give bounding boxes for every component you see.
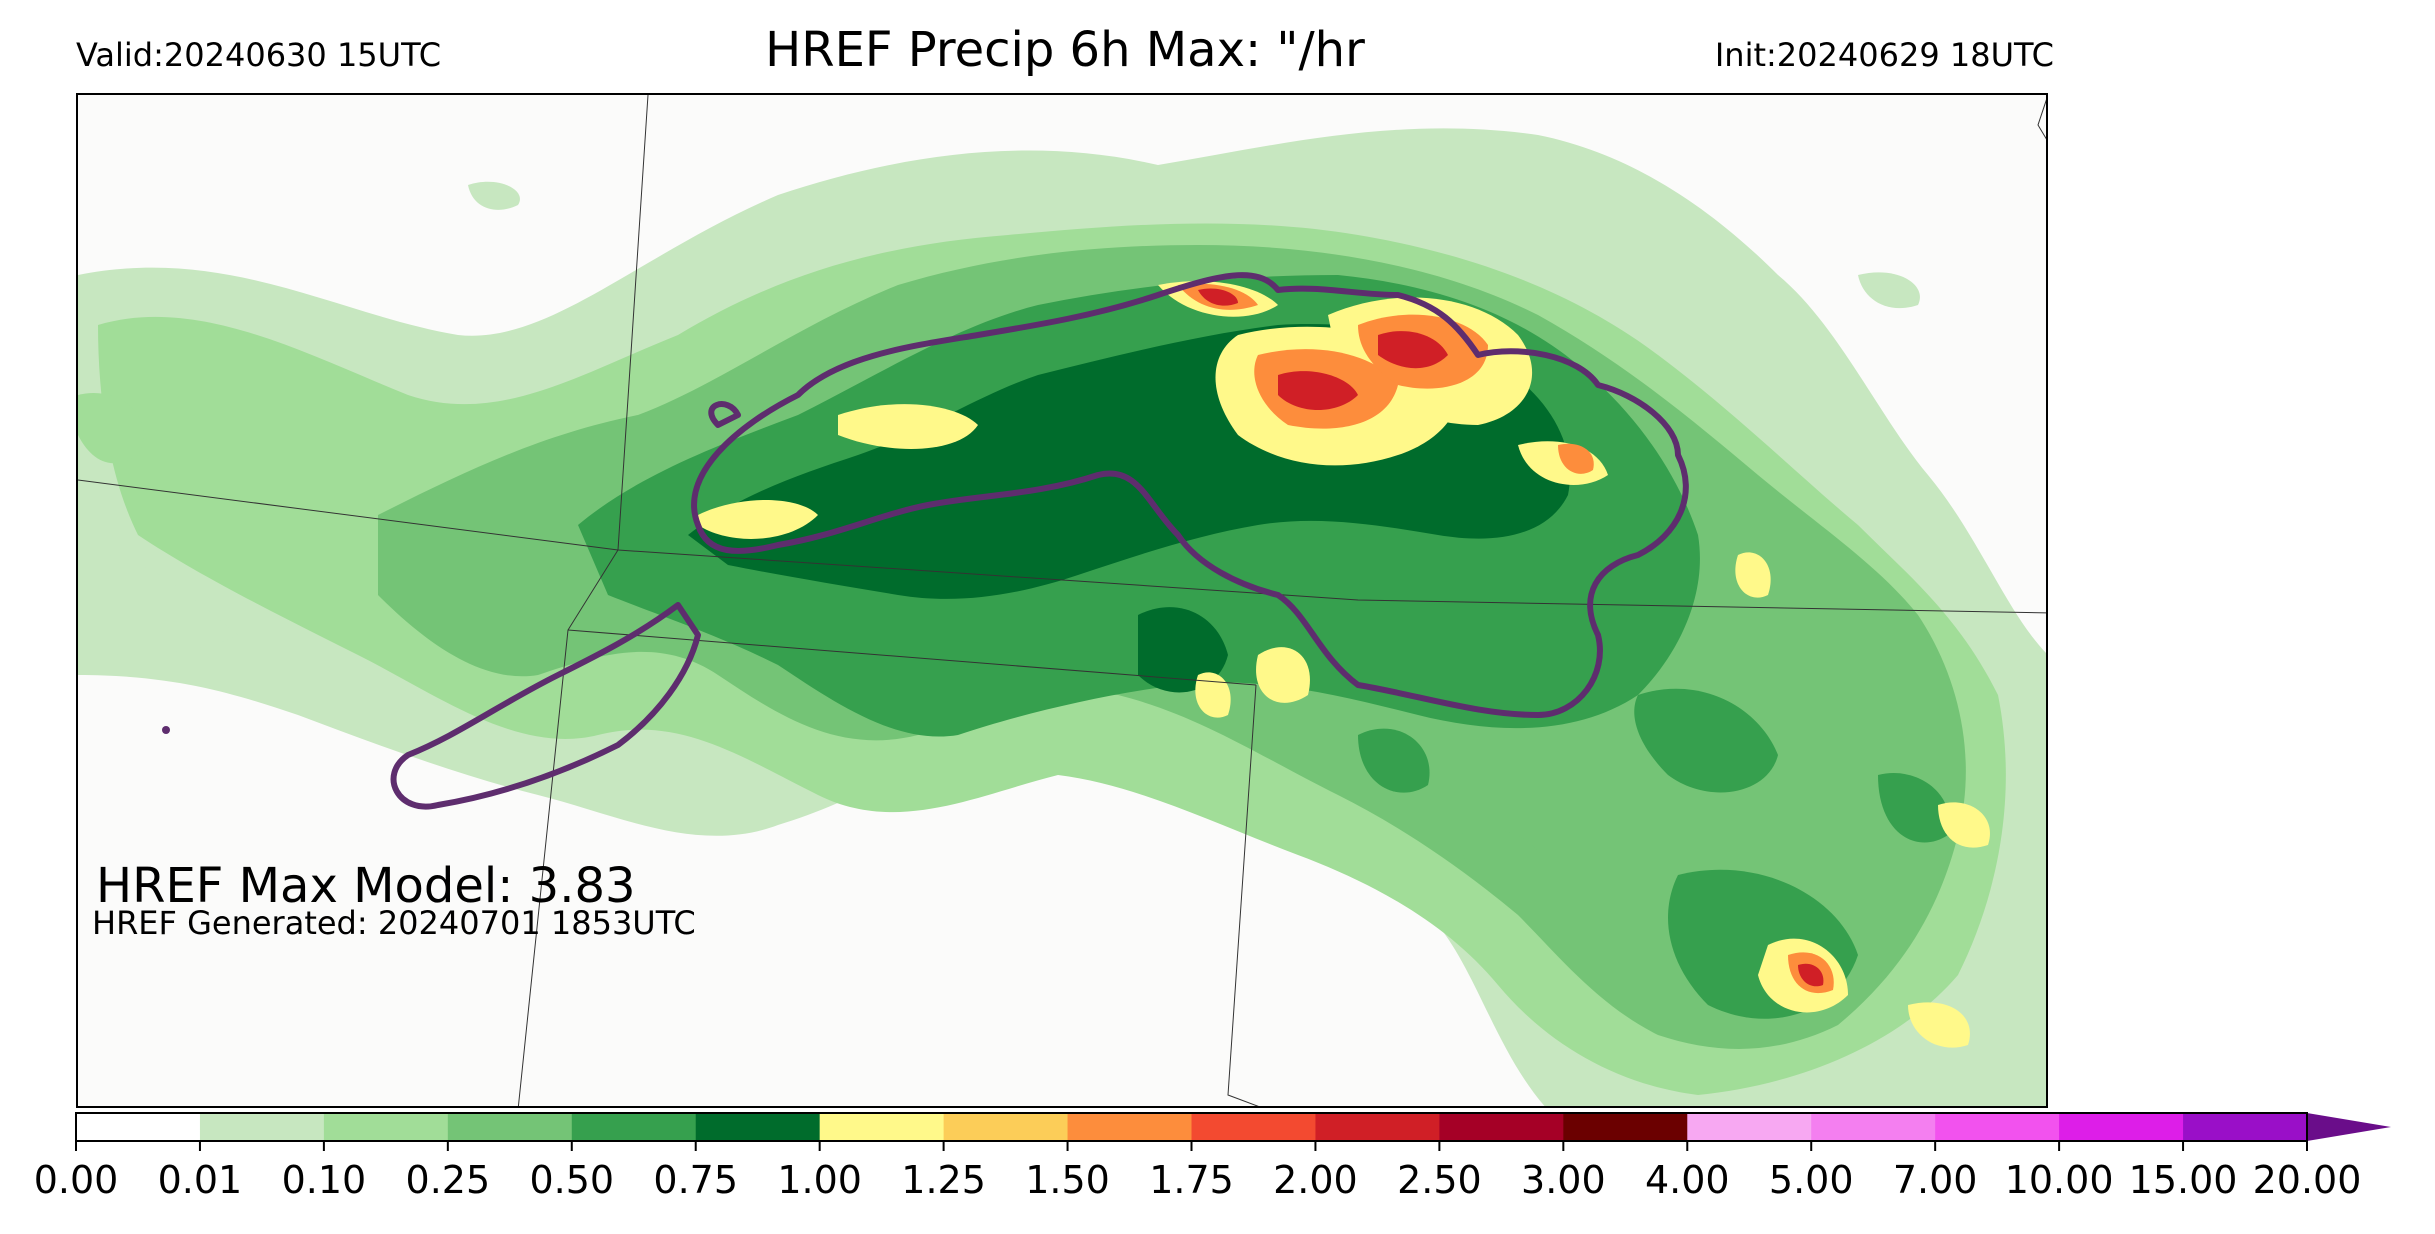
colorbar-ticks: 0.00 0.01 0.10 0.25 0.50 0.75 1.00 1.25 1.50 1.75…	[34, 1141, 2362, 1202]
colorbar-swatch	[819, 1113, 945, 1141]
colorbar-tick-label: 0.00	[34, 1158, 119, 1202]
colorbar-tick-label: 4.00	[1645, 1158, 1730, 1202]
colorbar-tick-label: 20.00	[2253, 1158, 2362, 1202]
colorbar-tick-label: 3.00	[1521, 1158, 1606, 1202]
precip-map	[76, 93, 2048, 1108]
colorbar-swatch	[1687, 1113, 1812, 1141]
colorbar-swatch	[1191, 1113, 1316, 1141]
map-title: HREF Precip 6h Max: "/hr	[765, 22, 1365, 78]
colorbar-tick-label: 0.10	[282, 1158, 367, 1202]
colorbar-swatch	[447, 1113, 573, 1141]
max-model-label: HREF Max Model: 3.83	[96, 858, 636, 914]
colorbar-swatch	[2059, 1113, 2184, 1141]
purple-dot	[162, 726, 170, 734]
colorbar-swatch	[76, 1113, 201, 1141]
colorbar-tick-label: 1.50	[1025, 1158, 1110, 1202]
precip-map-svg	[78, 95, 2046, 1106]
colorbar-tick-label: 15.00	[2129, 1158, 2238, 1202]
state-boundaries	[78, 95, 2046, 1106]
colorbar-tick-label: 1.75	[1149, 1158, 1234, 1202]
colorbar-tick-label: 2.00	[1273, 1158, 1358, 1202]
colorbar-swatch	[571, 1113, 697, 1141]
colorbar-tick-label: 0.50	[529, 1158, 614, 1202]
colorbar-tick-label: 1.25	[901, 1158, 986, 1202]
colorbar-tick-label: 0.01	[158, 1158, 243, 1202]
generated-label: HREF Generated: 20240701 1853UTC	[92, 904, 696, 942]
colorbar-tick-label: 1.00	[777, 1158, 862, 1202]
colorbar-tick-label: 5.00	[1769, 1158, 1854, 1202]
colorbar-swatch	[943, 1113, 1069, 1141]
colorbar-swatch	[199, 1113, 325, 1141]
colorbar-swatch	[1439, 1113, 1564, 1141]
colorbar-tick-label: 7.00	[1893, 1158, 1978, 1202]
ensemble-contour	[390, 272, 1689, 810]
colorbar-swatch	[323, 1113, 449, 1141]
colorbar-tick-label: 2.50	[1397, 1158, 1482, 1202]
colorbar-swatch	[1811, 1113, 1936, 1141]
colorbar-tick-label: 10.00	[2005, 1158, 2114, 1202]
valid-time-label: Valid:20240630 15UTC	[76, 36, 442, 74]
colorbar-tick-label: 0.25	[406, 1158, 491, 1202]
colorbar-swatch	[695, 1113, 821, 1141]
colorbar-swatches	[76, 1113, 2308, 1141]
colorbar-swatch	[1315, 1113, 1440, 1141]
colorbar-swatch	[1563, 1113, 1688, 1141]
colorbar: 0.00 0.01 0.10 0.25 0.50 0.75 1.00 1.25 1.50 1.75…	[34, 1112, 2391, 1202]
colorbar-swatch	[1935, 1113, 2060, 1141]
colorbar-tick-label: 0.75	[653, 1158, 738, 1202]
colorbar-swatch	[2183, 1113, 2308, 1141]
init-time-label: Init:20240629 18UTC	[1714, 36, 2054, 74]
colorbar-swatch	[1067, 1113, 1192, 1141]
colorbar-extend-triangle	[2307, 1113, 2391, 1141]
precip-field-red	[1198, 288, 1824, 987]
